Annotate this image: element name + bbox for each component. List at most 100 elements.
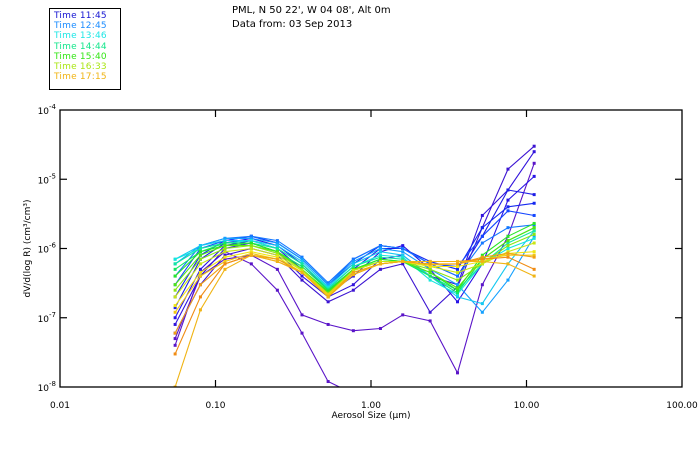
- data-point: [532, 253, 536, 257]
- data-point: [428, 310, 432, 314]
- data-point: [326, 281, 330, 285]
- data-point: [506, 209, 510, 213]
- data-point: [428, 264, 432, 268]
- data-point: [351, 329, 355, 333]
- data-point: [456, 267, 460, 271]
- legend-item: Time 17:15: [54, 72, 107, 83]
- data-point: [506, 253, 510, 257]
- data-point: [300, 271, 304, 275]
- data-point: [506, 234, 510, 238]
- y-tick-exponent: -8: [49, 380, 56, 388]
- data-point: [428, 259, 432, 263]
- data-point: [480, 213, 484, 217]
- data-point: [300, 264, 304, 268]
- data-point: [173, 337, 177, 341]
- data-point: [506, 244, 510, 248]
- data-point: [173, 257, 177, 261]
- data-point: [275, 251, 279, 255]
- data-point: [198, 274, 202, 278]
- data-point: [300, 274, 304, 278]
- data-point: [428, 319, 432, 323]
- data-point: [275, 253, 279, 257]
- data-point: [532, 250, 536, 254]
- data-point: [198, 267, 202, 271]
- data-point: [456, 295, 460, 299]
- y-axis: 10-410-510-610-710-8: [38, 103, 682, 394]
- data-point: [223, 250, 227, 254]
- y-tick-label: 10-8: [38, 380, 56, 394]
- data-point: [351, 259, 355, 263]
- data-point: [198, 308, 202, 312]
- data-point: [378, 253, 382, 257]
- data-point: [456, 274, 460, 278]
- data-point: [173, 352, 177, 356]
- data-point: [223, 255, 227, 259]
- data-point: [275, 259, 279, 263]
- data-point: [326, 283, 330, 287]
- data-point: [378, 255, 382, 259]
- data-point: [223, 244, 227, 248]
- data-point: [506, 278, 510, 282]
- data-point: [173, 322, 177, 326]
- data-point: [351, 288, 355, 292]
- data-point: [352, 392, 355, 395]
- data-point: [173, 274, 177, 278]
- data-point: [198, 283, 202, 287]
- chart-subtitle: Data from: 03 Sep 2013: [232, 19, 353, 30]
- data-point: [249, 247, 253, 250]
- y-tick-exponent: -4: [49, 103, 57, 111]
- data-point: [378, 326, 382, 330]
- data-point: [506, 251, 510, 255]
- data-point: [506, 247, 510, 250]
- data-point: [378, 247, 382, 250]
- data-point: [428, 278, 432, 282]
- data-point: [378, 262, 382, 266]
- data-point: [173, 306, 177, 310]
- data-point: [532, 193, 536, 197]
- data-point: [378, 267, 382, 271]
- data-point: [326, 300, 330, 304]
- data-point: [532, 226, 536, 230]
- data-point: [456, 371, 460, 375]
- data-point: [351, 257, 355, 261]
- data-point: [275, 239, 279, 243]
- legend-item: Time 11:45: [54, 11, 107, 21]
- data-point: [532, 241, 536, 245]
- data-point: [378, 257, 382, 261]
- data-point: [351, 269, 355, 273]
- data-point: [378, 250, 382, 254]
- data-point: [351, 264, 355, 268]
- data-point: [456, 259, 460, 263]
- data-point: [532, 229, 536, 233]
- x-tick-label: 100.00: [666, 401, 698, 411]
- data-point: [326, 292, 330, 296]
- data-point: [275, 247, 279, 250]
- data-point: [300, 269, 304, 273]
- y-tick-base: 10: [38, 384, 50, 394]
- legend-item: Time 14:44: [54, 41, 107, 52]
- data-point: [532, 213, 536, 217]
- x-tick-label: 1.00: [361, 401, 381, 411]
- data-point: [401, 257, 405, 261]
- y-tick-base: 10: [38, 315, 50, 325]
- y-axis-label: dV/d(log R) (cm³/cm³): [23, 199, 33, 297]
- data-point: [223, 236, 227, 240]
- data-point: [275, 244, 279, 248]
- series-s05: [173, 174, 536, 320]
- data-point: [532, 150, 536, 154]
- data-point: [198, 247, 202, 250]
- data-point: [532, 234, 536, 238]
- series-s10: [173, 234, 536, 314]
- data-point: [456, 291, 460, 295]
- data-point: [532, 144, 536, 148]
- data-point: [223, 241, 227, 245]
- data-point: [249, 244, 253, 248]
- legend: Time 11:45 Time 12:45 Time 13:46 Time 14:44…: [49, 8, 121, 90]
- data-point: [300, 255, 304, 259]
- data-point: [401, 253, 405, 257]
- legend-item: Time 15:40: [54, 51, 107, 62]
- data-point: [198, 244, 202, 248]
- data-point: [173, 283, 177, 287]
- data-point: [480, 257, 484, 261]
